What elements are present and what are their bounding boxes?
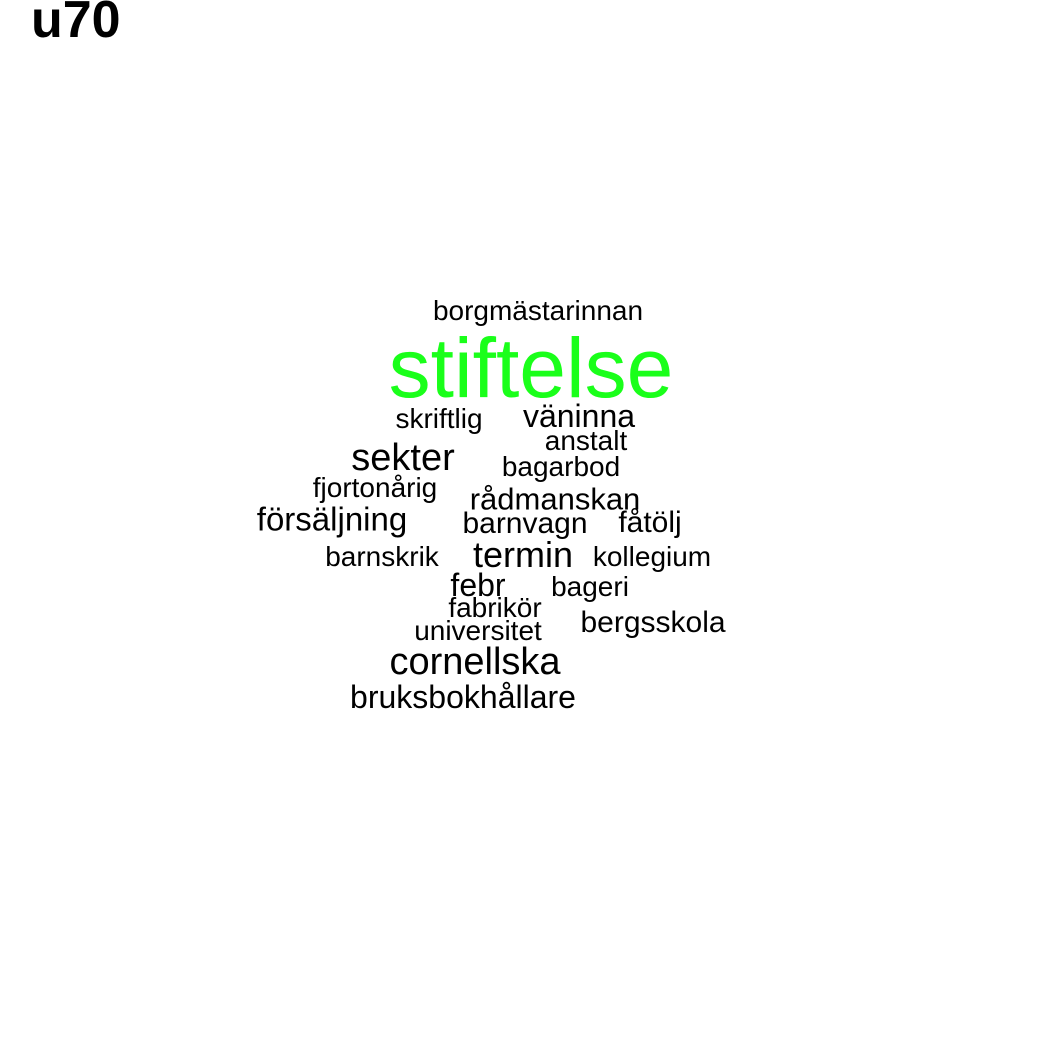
cloud-word: fåtölj	[618, 506, 682, 539]
page-title: u70	[31, 0, 121, 49]
cloud-word: rådmanskan	[469, 481, 641, 517]
cloud-word: bagarbod	[501, 451, 621, 482]
cloud-word: barnvagn	[462, 507, 588, 540]
cloud-word: anstalt	[544, 425, 628, 456]
cloud-word: stiftelse	[388, 321, 674, 415]
cloud-word: skriftlig	[395, 403, 483, 434]
cloud-word: bruksbokhållare	[350, 679, 576, 715]
cloud-word: universitet	[414, 615, 542, 646]
cloud-word: termin	[472, 534, 574, 575]
cloud-word: bergsskola	[580, 606, 726, 639]
cloud-word: borgmästarinnan	[432, 295, 644, 326]
cloud-word: väninna	[522, 398, 636, 434]
cloud-word: fabrikör	[448, 592, 542, 623]
cloud-word: febr	[450, 567, 506, 603]
cloud-word: cornellska	[389, 641, 561, 683]
cloud-word: fjortonårig	[312, 472, 438, 503]
cloud-word: bageri	[551, 571, 629, 602]
cloud-word: sekter	[351, 437, 455, 479]
cloud-word: försäljning	[256, 500, 408, 538]
cloud-word: kollegium	[592, 541, 712, 572]
cloud-word: barnskrik	[325, 541, 439, 572]
